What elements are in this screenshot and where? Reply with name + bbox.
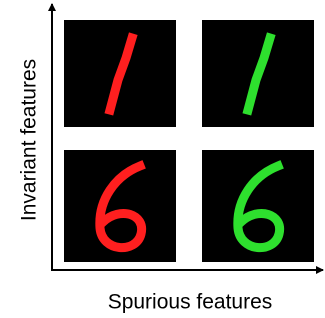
image-green-one — [202, 20, 314, 127]
image-red-six — [64, 150, 176, 262]
image-green-six — [202, 150, 314, 262]
x-axis-label: Spurious features — [108, 291, 273, 314]
image-red-one — [64, 20, 176, 127]
diagram: Invariant features Spurious features — [0, 0, 325, 318]
y-axis-label: Invariant features — [18, 59, 41, 221]
